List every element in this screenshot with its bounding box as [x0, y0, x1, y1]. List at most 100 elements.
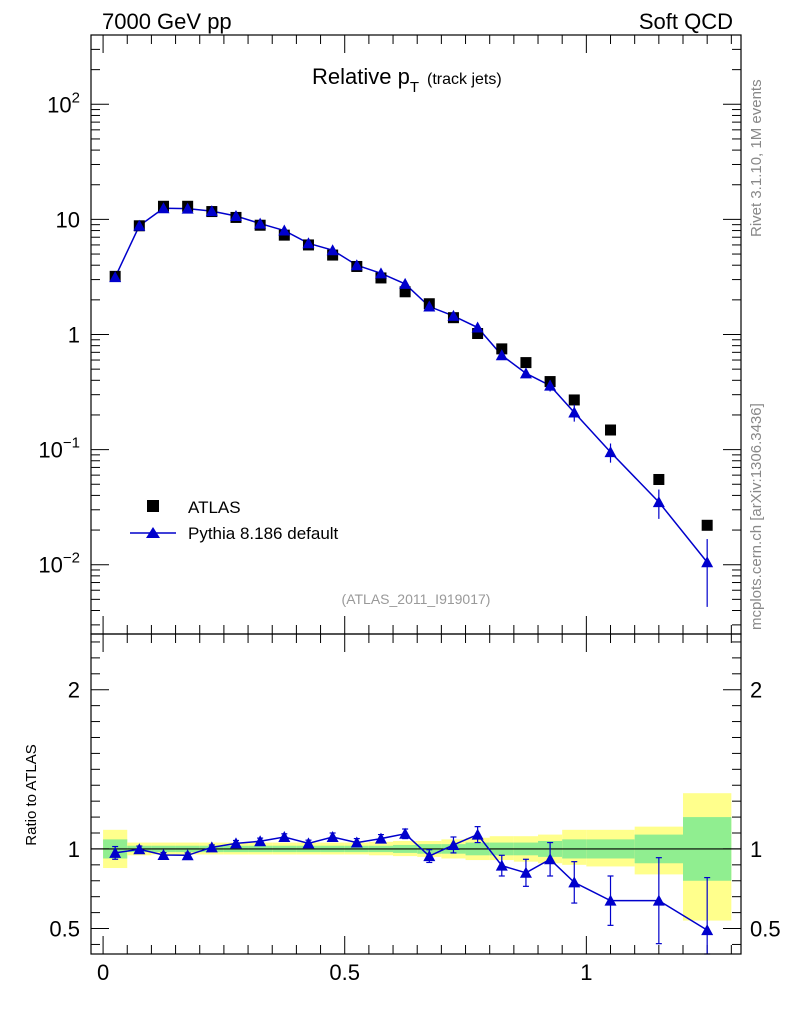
atlas-point — [568, 394, 580, 406]
ratio-y-axis-label: Ratio to ATLAS — [23, 744, 40, 845]
pythia-ratio-point — [278, 830, 291, 842]
x-tick-label: 1 — [580, 960, 592, 985]
main-ticks — [91, 34, 741, 634]
pythia-ratio-point — [519, 866, 532, 878]
pythia-point — [399, 277, 412, 289]
atlas-point — [520, 357, 532, 369]
pythia-point — [350, 259, 363, 271]
main-y-tick-label: 102 — [47, 89, 80, 117]
legend: ATLAS Pythia 8.186 default — [130, 498, 339, 543]
ratio-y-tick-labels: 0.5 0.5 1 1 2 2 — [49, 678, 780, 942]
ratio-uncertainty-bands — [103, 793, 732, 921]
pythia-ratio-point — [701, 924, 714, 936]
rivet-label: Rivet 3.1.10, 1M events — [748, 79, 765, 237]
pythia-point — [302, 237, 315, 249]
pythia-ratio-point — [254, 835, 267, 847]
header-left: 7000 GeV pp — [102, 9, 232, 34]
main-y-tick-label: 10−2 — [38, 550, 80, 578]
pythia-point — [568, 406, 581, 418]
atlas-series — [109, 200, 713, 531]
ratio-y-tick-label-right: 0.5 — [750, 917, 781, 942]
tick-exponent: 2 — [72, 89, 80, 106]
main-y-tick-label: 10 — [56, 207, 80, 232]
main-frame — [90, 34, 742, 635]
atlas-point — [399, 286, 411, 298]
pythia-ratio-point — [157, 848, 170, 860]
pythia-point — [181, 202, 194, 214]
pythia-ratio-point — [423, 850, 436, 862]
atlas-point — [701, 519, 713, 531]
pythia-ratio-point — [447, 838, 460, 850]
pythia-ratio-point — [471, 828, 484, 840]
ratio-y-tick-label-right: 1 — [750, 837, 762, 862]
ratio-frame — [90, 633, 742, 955]
legend-pythia-label: Pythia 8.186 default — [188, 524, 339, 543]
pythia-point — [423, 300, 436, 312]
pythia-point — [109, 271, 122, 283]
pythia-ratio-point — [568, 876, 581, 888]
pythia-point — [604, 446, 617, 458]
pythia-point — [701, 556, 714, 568]
atlas-point — [653, 473, 665, 485]
pythia-ratio-series — [109, 826, 714, 955]
x-tick-label: 0 — [97, 960, 109, 985]
pythia-ratio-point — [495, 859, 508, 871]
legend-atlas-marker — [147, 500, 159, 512]
main-y-tick-label: 10−1 — [38, 435, 80, 463]
pythia-ratio-point — [374, 832, 387, 844]
pythia-point — [205, 205, 218, 217]
pythia-point — [133, 219, 146, 231]
tick-base: 10 — [38, 553, 62, 578]
main-title-subscript: T — [410, 79, 419, 96]
main-y-tick-label: 1 — [68, 323, 80, 348]
pythia-point — [652, 496, 665, 508]
pythia-point — [278, 224, 291, 236]
ratio-y-tick-label-right: 2 — [750, 678, 762, 703]
main-title-suffix: (track jets) — [427, 71, 502, 88]
tick-exponent: −2 — [63, 550, 80, 567]
pythia-point — [471, 321, 484, 333]
pythia-point — [495, 349, 508, 361]
x-tick-labels: 0 0.5 1 — [97, 960, 593, 985]
pythia-ratio-point — [544, 853, 557, 865]
atlas-point — [605, 424, 617, 436]
pythia-series — [109, 202, 714, 607]
atlas-point — [496, 343, 508, 355]
pythia-ratio-point — [326, 830, 339, 842]
tick-base: 10 — [47, 92, 71, 117]
ratio-panel: 0.5 0.5 1 1 2 2 0 0.5 1 Ratio to ATLAS — [23, 633, 781, 985]
pythia-ratio-point — [109, 846, 122, 858]
pythia-point — [447, 309, 460, 321]
pythia-point — [544, 379, 557, 391]
mcplots-label: mcplots.cern.ch [arXiv:1306.3436] — [748, 403, 765, 630]
pythia-point — [374, 267, 387, 279]
atlas-point — [472, 328, 484, 340]
pythia-ratio-point — [205, 841, 218, 853]
pythia-point — [254, 217, 267, 229]
header-right: Soft QCD — [639, 9, 733, 34]
pythia-point — [157, 202, 170, 214]
pythia-point — [326, 244, 339, 256]
ratio-y-tick-label: 2 — [68, 678, 80, 703]
pythia-ratio-point — [652, 894, 665, 906]
legend-atlas-label: ATLAS — [188, 498, 241, 517]
pythia-point — [519, 367, 532, 379]
pythia-ratio-point — [181, 849, 194, 861]
ratio-y-tick-label: 0.5 — [49, 917, 80, 942]
main-title: Relative pT (track jets) — [312, 64, 502, 96]
analysis-label: (ATLAS_2011_I919017) — [342, 591, 491, 607]
main-title-text: Relative p — [312, 64, 410, 89]
pythia-point — [229, 210, 242, 222]
pythia-ratio-point — [229, 837, 242, 849]
ratio-y-tick-label: 1 — [68, 837, 80, 862]
ratio-ticks — [91, 634, 741, 954]
legend-pythia-marker — [146, 527, 160, 538]
pythia-ratio-point — [302, 837, 315, 849]
pythia-ratio-point — [604, 894, 617, 906]
tick-exponent: −1 — [63, 435, 80, 452]
pythia-ratio-point — [350, 836, 363, 848]
pythia-ratio-point — [133, 843, 146, 855]
